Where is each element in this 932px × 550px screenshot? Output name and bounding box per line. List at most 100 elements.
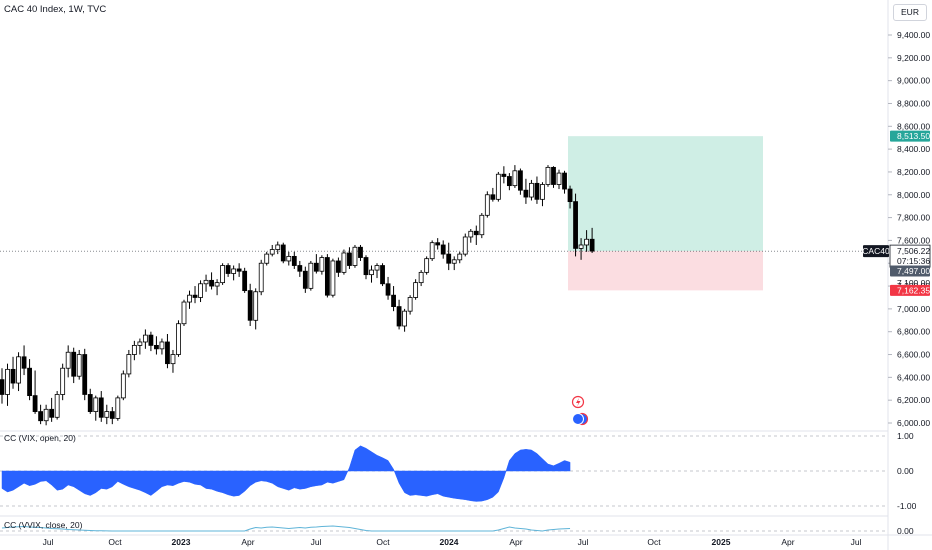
candle — [512, 165, 518, 188]
candle-body — [126, 354, 132, 375]
candle-body — [43, 408, 49, 422]
indicator-vvix-label[interactable]: CC (VVIX, close, 20) — [4, 520, 83, 530]
candle — [562, 170, 567, 194]
candle — [407, 295, 413, 315]
candle — [181, 299, 187, 326]
candle-body — [247, 290, 253, 321]
candle — [484, 191, 490, 218]
candle-body — [280, 244, 286, 262]
indicator-vix-label[interactable]: CC (VIX, open, 20) — [4, 433, 76, 443]
candle-body — [32, 395, 38, 412]
candle — [523, 178, 529, 204]
candle-body — [534, 182, 540, 200]
candle-body — [468, 230, 474, 238]
candle — [584, 230, 589, 252]
candle-body — [142, 334, 148, 343]
candle-body — [115, 397, 121, 419]
candle-body — [165, 341, 170, 365]
candle — [142, 329, 148, 349]
price-tick-label: 6,400.00 — [897, 372, 930, 382]
last-price-label: 7,506.22 — [897, 246, 930, 256]
candle-body — [324, 257, 330, 296]
candle — [501, 166, 507, 184]
candle-body — [82, 354, 88, 395]
candle-body — [418, 271, 424, 284]
candle — [319, 255, 325, 275]
candle — [396, 299, 402, 330]
candle — [137, 338, 143, 355]
price-tick-label: 8,400.00 — [897, 144, 930, 154]
candle — [324, 254, 330, 298]
candle — [104, 404, 110, 425]
candle-body — [413, 282, 419, 298]
candle — [220, 263, 226, 285]
symbol-tag-label: CAC40 — [862, 246, 890, 256]
vix-oscillator-area — [1, 445, 571, 502]
candle — [374, 263, 380, 279]
time-tick-label: Oct — [108, 537, 122, 547]
candle — [126, 349, 132, 378]
vvix-line — [1, 525, 571, 532]
candle-body — [242, 270, 248, 292]
candle — [187, 290, 192, 309]
candle — [302, 266, 308, 293]
candle-body — [440, 244, 446, 255]
stop-price-label: 7,162.35 — [897, 285, 930, 295]
vvix-tick-label: 0.00 — [897, 526, 914, 536]
candle — [551, 166, 556, 188]
candle — [87, 388, 93, 414]
candle-body — [187, 294, 192, 303]
candle — [347, 247, 352, 269]
candle — [341, 249, 347, 275]
candle-body — [192, 294, 198, 298]
candle-body — [336, 260, 341, 273]
candle — [49, 397, 55, 422]
candle — [38, 404, 44, 425]
candle-body — [523, 189, 529, 198]
time-tick-label: 2024 — [440, 537, 459, 547]
candle-body — [16, 356, 21, 384]
lightning-event-icon — [571, 395, 585, 409]
candle-body — [71, 351, 77, 377]
candle-body — [330, 260, 336, 296]
candle — [264, 251, 270, 266]
candle-body — [21, 356, 27, 369]
candle — [518, 168, 523, 195]
candle — [573, 193, 578, 257]
candle-body — [545, 166, 551, 185]
candle — [506, 173, 512, 191]
candle-body — [87, 394, 93, 412]
candle — [336, 257, 341, 277]
time-tick-label: Jul — [43, 537, 54, 547]
candle-body — [148, 334, 154, 346]
candle — [170, 349, 176, 373]
candle — [391, 286, 396, 312]
time-tick-label: 2023 — [172, 537, 191, 547]
candle — [225, 263, 231, 277]
price-tick-label: 7,800.00 — [897, 213, 930, 223]
candle-body — [54, 394, 60, 418]
candle-body — [220, 265, 226, 284]
candle — [54, 391, 60, 420]
candle-body — [154, 344, 159, 350]
oscillator-tick-label: 1.00 — [897, 431, 914, 441]
candle-body — [60, 367, 66, 395]
candle-body — [358, 246, 363, 258]
candle-body — [65, 351, 71, 369]
currency-selector[interactable]: EUR — [893, 4, 927, 21]
candle — [291, 251, 297, 269]
candle — [440, 240, 446, 259]
time-tick-label: Jul — [311, 537, 322, 547]
candle — [236, 263, 242, 277]
candle — [363, 255, 369, 280]
candle-body — [308, 262, 314, 289]
candle — [446, 242, 452, 271]
candle — [32, 370, 38, 414]
candle — [275, 241, 281, 255]
price-tick-label: 8,800.00 — [897, 98, 930, 108]
candle — [435, 238, 441, 250]
candle-body — [269, 249, 275, 255]
candle-body — [551, 166, 556, 185]
candle-body — [0, 379, 5, 395]
